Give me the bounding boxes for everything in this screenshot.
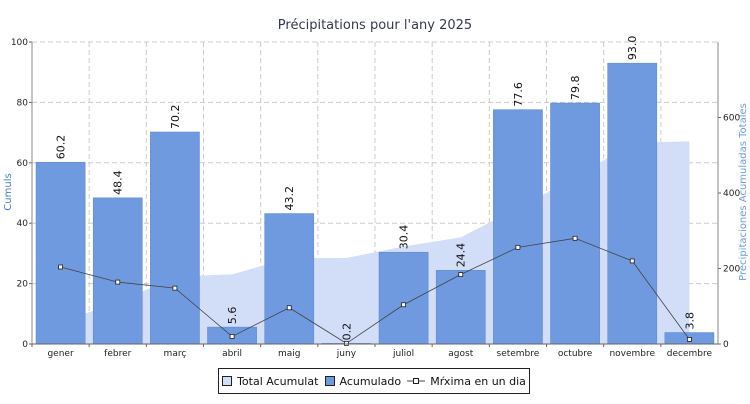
bar-value-label: 0.2 (340, 323, 353, 341)
legend-swatch-acumulado (324, 376, 335, 386)
x-tick-label: abril (222, 349, 242, 359)
legend: Total Acumulat Acumulado Mŕxima en un di… (218, 368, 530, 394)
bar-value-label: 79.8 (569, 76, 582, 101)
line-point-maxima (629, 258, 635, 264)
bar-acumulado (150, 131, 200, 345)
bar-series: 60.2 48.4 70.2 5.6 43.2 0.2 30.4 24.4 77.6 79.8 93… (35, 36, 715, 345)
x-tick-label: maig (278, 349, 301, 359)
bar-value-label: 3.8 (683, 312, 696, 330)
y2-tick-label: 400 (723, 189, 740, 199)
legend-swatch-maxima (407, 378, 426, 384)
x-tick-label: gener (47, 349, 73, 359)
line-point-maxima (58, 264, 63, 270)
legend-label-total: Total Acumulat (237, 374, 319, 388)
line-point-maxima (229, 334, 235, 339)
bar-acumulado (607, 62, 658, 345)
bar-acumulado (493, 109, 543, 345)
bar-acumulado (92, 197, 143, 345)
y-tick-label: 100 (11, 38, 28, 48)
line-point-maxima (172, 285, 178, 291)
y2-axis-label: Precipitaciones Acumuladas Totales (738, 103, 749, 281)
y-tick-label: 80 (17, 98, 29, 108)
line-maxima (60, 237, 690, 344)
x-tick-label: febrer (104, 349, 131, 359)
axes: 0 20 40 60 80 100 0 200 400 600 gener febrer març abr… (11, 38, 741, 359)
line-series (58, 235, 692, 346)
x-tick-label: novembre (609, 349, 655, 359)
y-tick-label: 60 (17, 159, 29, 169)
bar-value-label: 48.4 (112, 170, 125, 195)
y2-tick-label: 0 (723, 340, 729, 350)
y-tick-label: 0 (22, 340, 28, 350)
legend-item-total: Total Acumulat (222, 375, 318, 388)
line-point-maxima (401, 302, 406, 308)
legend-label-maxima: Mŕxima en un dia (430, 374, 526, 388)
x-tick-label: agost (448, 349, 473, 359)
bar-value-label: 24.4 (455, 243, 468, 268)
bar-value-label: 93.0 (626, 36, 639, 61)
line-point-maxima (572, 235, 578, 241)
x-tick-label: decembre (667, 349, 713, 359)
legend-label-acumulado: Acumulado (339, 374, 402, 388)
bar-acumulado (264, 213, 315, 345)
line-point-maxima (344, 340, 349, 346)
x-tick-label: març (164, 349, 187, 359)
legend-item-acumulado: Acumulado (324, 374, 402, 388)
line-point-maxima (115, 279, 121, 285)
x-tick-label: juliol (392, 349, 414, 359)
chart-title: Précipitations pour l'any 2025 (278, 18, 472, 33)
legend-item-maxima: Mŕxima en un dia (407, 375, 526, 388)
line-point-maxima (458, 272, 464, 277)
bar-value-label: 70.2 (169, 104, 182, 129)
bar-acumulado (435, 270, 486, 345)
y-tick-label: 20 (17, 280, 29, 290)
bar-value-label: 5.6 (226, 307, 239, 325)
bar-value-label: 77.6 (512, 82, 525, 107)
line-point-maxima (687, 337, 692, 342)
bar-acumulado (550, 102, 600, 345)
line-point-maxima (286, 305, 292, 311)
legend-swatch-total (222, 376, 233, 386)
bar-acumulado (35, 161, 86, 345)
bar-value-label: 43.2 (283, 186, 296, 211)
line-point-maxima (515, 244, 521, 250)
bar-value-label: 30.4 (398, 225, 411, 250)
bar-acumulado (378, 251, 429, 345)
y2-tick-label: 200 (723, 265, 740, 275)
x-tick-label: octubre (558, 349, 593, 359)
y2-tick-label: 600 (723, 114, 740, 124)
x-tick-label: juny (336, 349, 357, 359)
y-tick-label: 40 (17, 219, 29, 229)
bar-value-label: 60.2 (55, 135, 68, 160)
y-axis-label: Cumuls (3, 173, 14, 210)
x-tick-label: setembre (497, 349, 540, 359)
